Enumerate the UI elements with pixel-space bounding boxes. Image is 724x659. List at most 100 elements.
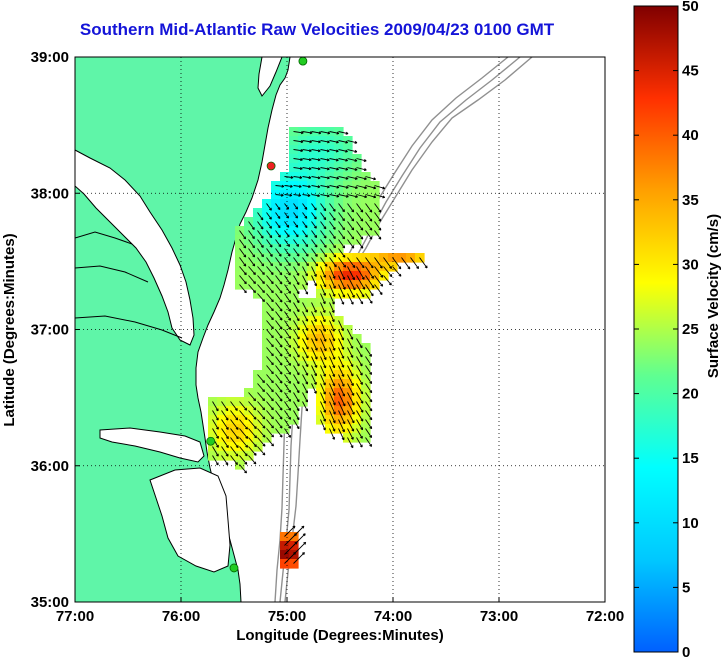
velocity-arrow	[383, 275, 392, 286]
velocity-arrow	[293, 410, 300, 420]
velocity-arrow	[311, 266, 317, 277]
velocity-arrow	[365, 194, 376, 198]
velocity-arrow	[275, 365, 283, 375]
velocity-arrow	[320, 158, 330, 161]
velocity-arrow	[248, 401, 257, 411]
velocity-arrow	[302, 221, 308, 228]
velocity-arrow	[266, 329, 274, 339]
velocity-arrow	[293, 185, 302, 188]
map-content	[75, 57, 533, 602]
velocity-arrow	[221, 401, 229, 411]
velocity-arrow	[329, 203, 336, 212]
colorbar-ticks: 0 5 10 15 20 25 30 35 40 45 50	[634, 0, 699, 659]
velocity-arrow-head	[300, 149, 304, 152]
velocity-arrow	[266, 320, 274, 330]
velocity-arrow	[347, 230, 355, 240]
velocity-arrow	[356, 239, 364, 249]
velocity-arrow	[311, 275, 317, 287]
velocity-cell	[289, 559, 299, 569]
velocity-arrow-head	[336, 140, 339, 143]
velocity-arrow-head	[327, 194, 330, 197]
velocity-arrow-head	[327, 131, 331, 134]
velocity-arrow	[311, 185, 321, 188]
velocity-arrow-head	[308, 176, 312, 179]
velocity-arrow	[365, 437, 372, 447]
velocity-arrow	[365, 392, 373, 403]
lat-tick-label: 39:00	[31, 49, 69, 66]
velocity-arrow	[275, 347, 283, 357]
velocity-arrow-head	[309, 158, 312, 161]
velocity-arrow	[248, 392, 256, 402]
velocity-arrow	[338, 383, 345, 397]
velocity-arrow	[374, 221, 382, 231]
velocity-arrow	[338, 284, 345, 298]
velocity-arrow	[302, 275, 308, 286]
velocity-arrow	[293, 194, 301, 197]
velocity-arrow	[212, 401, 219, 412]
velocity-arrow	[374, 230, 382, 240]
velocity-arrow-head	[301, 131, 304, 134]
velocity-arrow	[320, 293, 326, 304]
velocity-arrow	[365, 356, 372, 366]
velocity-arrow	[329, 194, 340, 197]
velocity-arrow	[275, 428, 283, 438]
velocity-arrow	[338, 140, 348, 144]
velocity-arrow-head	[307, 193, 311, 197]
velocity-arrow-head	[263, 398, 265, 401]
velocity-arrow	[311, 257, 319, 267]
velocity-arrow	[275, 230, 281, 238]
velocity-arrow-head	[254, 461, 257, 465]
velocity-arrow	[374, 203, 382, 213]
velocity-arrow	[239, 428, 249, 439]
velocity-arrow	[347, 167, 358, 171]
velocity-arrow	[311, 194, 320, 197]
velocity-arrow	[221, 410, 229, 421]
velocity-arrow	[311, 338, 318, 351]
velocity-arrow	[320, 410, 326, 422]
velocity-arrow	[347, 176, 358, 180]
velocity-arrow	[221, 455, 229, 466]
velocity-arrow	[266, 365, 274, 375]
velocity-arrow-head	[364, 177, 367, 180]
velocity-arrow	[302, 365, 309, 376]
velocity-arrow	[311, 176, 321, 179]
velocity-arrow-head	[355, 194, 358, 198]
velocity-arrow	[302, 401, 308, 412]
velocity-arrow	[311, 311, 317, 322]
velocity-arrow	[293, 347, 300, 358]
velocity-cell	[280, 550, 290, 560]
velocity-arrow	[257, 275, 265, 284]
velocity-arrow	[293, 230, 299, 238]
velocity-arrow-head	[298, 193, 302, 196]
velocity-arrow	[374, 266, 384, 278]
velocity-arrow	[293, 392, 300, 402]
pamlico-sound	[149, 467, 231, 573]
velocity-arrow	[221, 428, 229, 439]
colorbar-tick-label: 0	[682, 644, 690, 659]
velocity-arrow	[338, 266, 345, 280]
velocity-arrow	[293, 275, 300, 285]
velocity-arrow-head	[327, 158, 330, 161]
grid-lines	[75, 57, 605, 602]
velocity-arrow-head	[373, 195, 377, 198]
velocity-arrow	[284, 541, 298, 555]
velocity-arrow	[320, 212, 327, 220]
velocity-arrow	[347, 212, 355, 222]
velocity-arrow	[257, 248, 264, 257]
velocity-arrow	[338, 230, 345, 240]
velocity-arrow-head	[292, 525, 296, 528]
velocity-arrow	[266, 419, 274, 429]
velocity-arrow	[293, 356, 300, 367]
velocity-arrow	[356, 410, 364, 422]
velocity-arrow-head	[263, 407, 266, 410]
velocity-arrow	[302, 347, 309, 359]
velocity-arrow-head	[255, 435, 257, 438]
velocity-arrow	[293, 158, 303, 161]
lon-tick-label: 72:00	[586, 608, 624, 625]
velocity-arrow	[266, 221, 272, 229]
velocity-arrow	[329, 230, 336, 239]
velocity-arrow	[302, 266, 308, 277]
velocity-arrow	[302, 212, 308, 219]
velocity-arrow-head	[303, 541, 306, 544]
velocity-arrow	[302, 185, 311, 188]
